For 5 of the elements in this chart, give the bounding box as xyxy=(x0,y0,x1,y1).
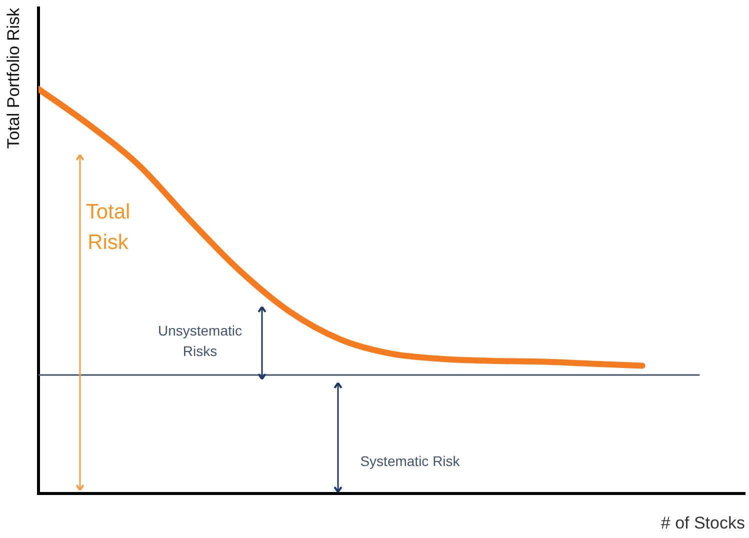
annotation: Systematic Risk xyxy=(360,452,461,469)
x-axis-title: # of Stocks xyxy=(660,513,745,532)
annotation: Total Risk xyxy=(86,200,130,254)
y-axis-title: Total Portfolio Risk xyxy=(4,8,23,149)
annotation: Unsystematic Risks xyxy=(158,322,242,360)
